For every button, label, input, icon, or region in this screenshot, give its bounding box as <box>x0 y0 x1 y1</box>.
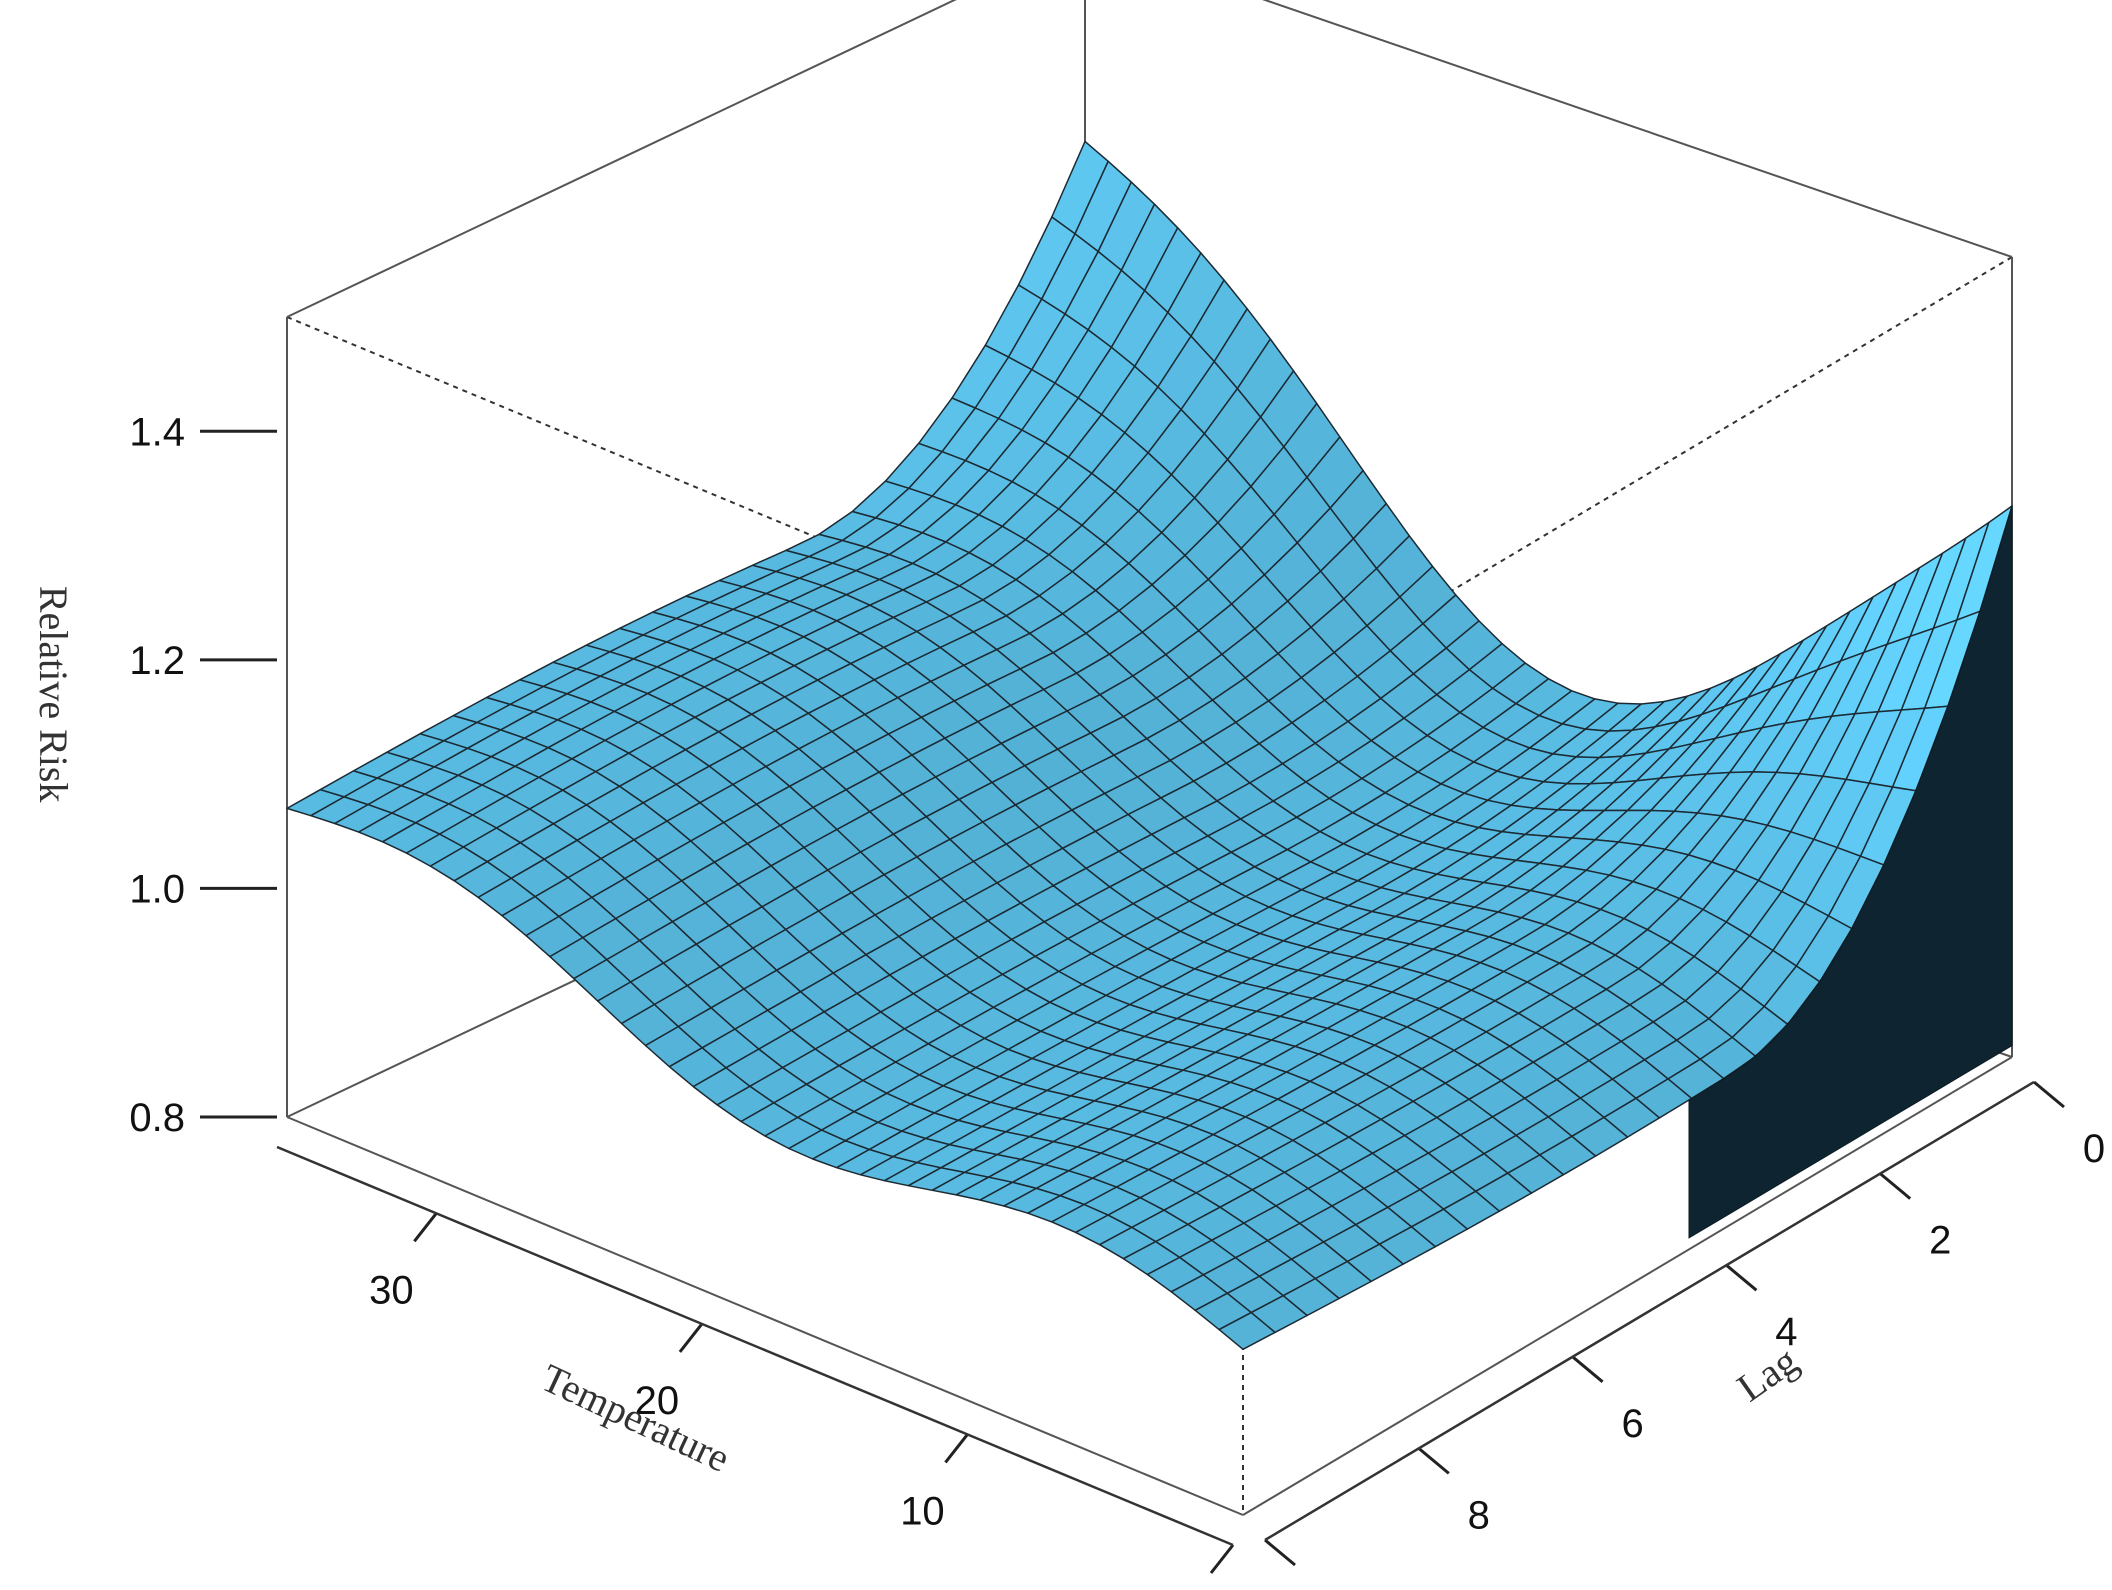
y-tick-label: 4 <box>1775 1310 1797 1354</box>
z-tick-label: 0.8 <box>129 1096 185 1140</box>
z-axis-title: Relative Risk <box>31 586 76 803</box>
x-axis-title: Temperature <box>535 1355 737 1481</box>
y-tick-label: 6 <box>1621 1402 1643 1446</box>
y-axis-line <box>1264 1080 2035 1542</box>
y-tick <box>1571 1355 1604 1383</box>
box-ground-front-right <box>1242 1056 2013 1516</box>
z-tick-label: 1.2 <box>129 639 185 683</box>
y-tick <box>1725 1264 1758 1292</box>
z-tick-label: 1.0 <box>129 867 185 911</box>
x-tick <box>1209 1544 1235 1574</box>
risk-surface <box>286 140 2013 1351</box>
x-tick <box>678 1322 704 1353</box>
box-top-back-right <box>1262 0 2013 258</box>
y-tick <box>1417 1447 1450 1475</box>
front-box-edges <box>286 1056 2013 1516</box>
x-tick <box>944 1433 969 1464</box>
surface-facet <box>1218 1311 1276 1351</box>
y-tick-label: 2 <box>1929 1219 1951 1263</box>
surface-side-wall <box>1688 505 2013 1239</box>
x-tick-label: 20 <box>635 1379 680 1423</box>
x-axis-line <box>276 1145 1234 1547</box>
y-tick <box>1879 1172 1912 1200</box>
box-ground-front-left <box>286 1116 1244 1516</box>
y-tick <box>1264 1538 1296 1567</box>
z-tick-label: 1.4 <box>129 410 185 454</box>
y-tick-label: 0 <box>2083 1127 2105 1171</box>
y-tick-label: 10 <box>1303 1585 1348 1590</box>
box-top-back-left <box>286 0 957 318</box>
y-tick-label: 8 <box>1468 1493 1490 1537</box>
y-tick <box>2033 1080 2065 1109</box>
x-tick-label: 30 <box>369 1268 414 1312</box>
x-tick-label: 10 <box>900 1489 945 1533</box>
x-tick <box>413 1212 438 1243</box>
